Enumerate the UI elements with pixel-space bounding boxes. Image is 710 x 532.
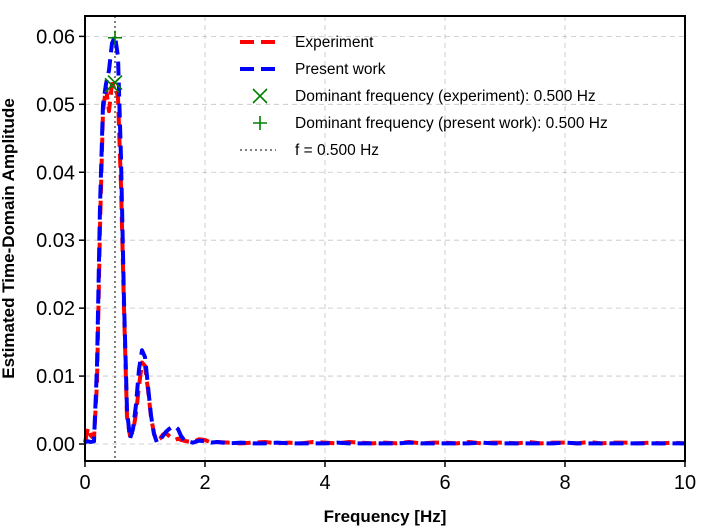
legend-label: Present work (295, 61, 386, 78)
tick-layer: 0 2 4 6 8 10 0.00 0.01 0.02 0.03 0.04 0.05 0.06 (36, 26, 696, 494)
legend-label: Experiment (295, 34, 374, 51)
legend-entry: Dominant frequency (present work): 0.500… (253, 115, 608, 132)
legend-entry: Present work (240, 61, 386, 78)
y-tick-label: 0.03 (36, 230, 75, 252)
y-tick-label: 0.00 (36, 434, 75, 456)
y-tick-label: 0.04 (36, 162, 75, 184)
x-tick-label: 8 (559, 472, 570, 494)
plot-frame (84, 15, 686, 462)
x-tick-label: 0 (79, 472, 90, 494)
y-tick-label: 0.05 (36, 94, 75, 116)
x-tick-label: 4 (319, 472, 330, 494)
marker-layer (104, 30, 123, 93)
x-tick-label: 6 (439, 472, 450, 494)
legend-plus-marker-swatch (253, 116, 267, 130)
legend-entry: Dominant frequency (experiment): 0.500 H… (252, 88, 596, 105)
legend-label: Dominant frequency (experiment): 0.500 H… (295, 88, 596, 105)
experiment-peak-marker (107, 75, 123, 91)
legend-label: Dominant frequency (present work): 0.500… (295, 115, 608, 132)
grid (84, 16, 686, 461)
present-work-series-line (84, 34, 685, 446)
y-tick-label: 0.06 (36, 26, 75, 48)
legend-entry: f = 0.500 Hz (240, 142, 379, 159)
legend-x-marker-swatch (252, 88, 268, 104)
series-layer (83, 34, 686, 446)
experiment-series-line (83, 81, 686, 446)
legend: Experiment Present work Dominant frequency… (240, 34, 608, 159)
y-tick-label: 0.01 (36, 366, 75, 388)
x-tick-label: 10 (674, 472, 696, 494)
x-tick-label: 2 (199, 472, 210, 494)
present-work-peak-marker (108, 30, 122, 45)
legend-label: f = 0.500 Hz (295, 142, 379, 159)
x-axis-label: Frequency [Hz] (324, 507, 447, 526)
y-tick-label: 0.02 (36, 298, 75, 320)
legend-entry: Experiment (240, 34, 374, 51)
y-axis-label: Estimated Time-Domain Amplitude (0, 98, 18, 379)
